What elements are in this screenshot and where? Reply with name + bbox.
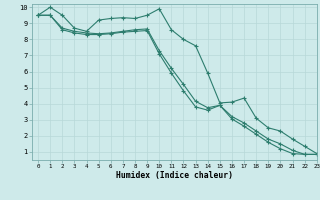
- X-axis label: Humidex (Indice chaleur): Humidex (Indice chaleur): [116, 171, 233, 180]
